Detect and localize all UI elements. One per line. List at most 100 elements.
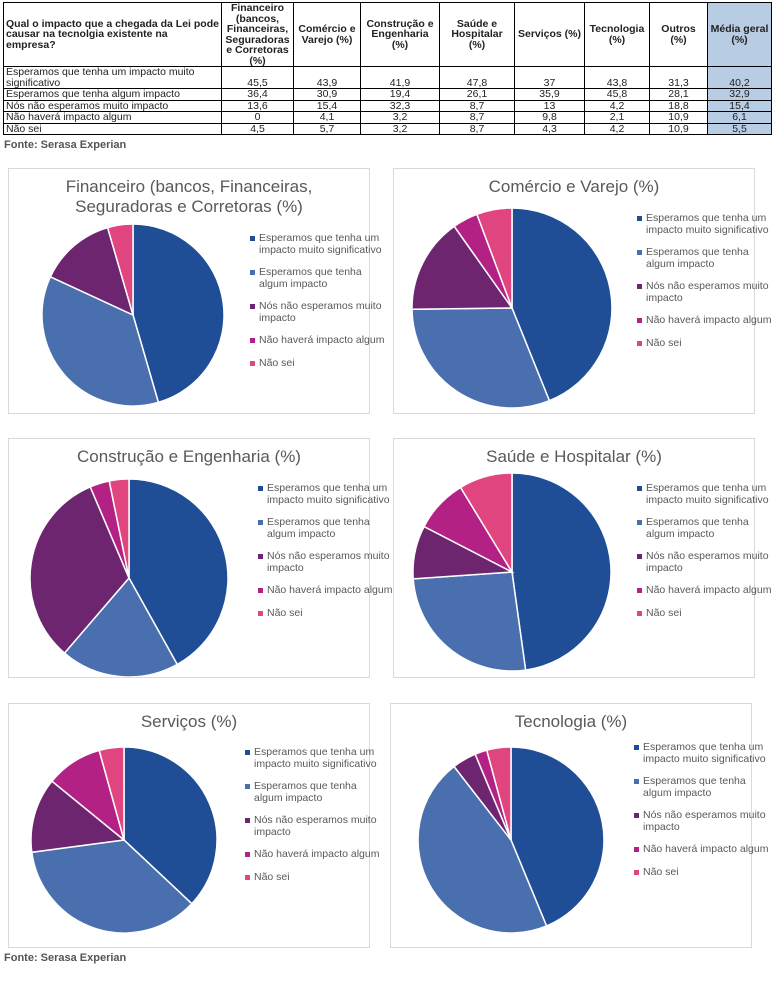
table-cell: 43,9 xyxy=(293,66,361,89)
legend-label: Nós não esperamos muito impacto xyxy=(646,280,769,304)
table-row-label: Não sei xyxy=(3,122,222,135)
legend-swatch xyxy=(634,745,639,750)
table-cell: 13,6 xyxy=(221,99,294,112)
legend-item: Não sei xyxy=(631,866,771,879)
legend-swatch xyxy=(250,304,255,309)
legend-label: Não sei xyxy=(646,336,682,349)
table-cell: 32,3 xyxy=(360,99,440,112)
pie-slice xyxy=(49,226,135,317)
legend-swatch xyxy=(250,338,255,343)
pie-svg xyxy=(41,223,225,407)
legend-item: Esperamos que tenha algum impacto xyxy=(634,246,774,270)
legend-label: Nós não esperamos muito impacto xyxy=(267,550,390,574)
pie-slice xyxy=(29,485,130,655)
legend-label: Nós não esperamos muito impacto xyxy=(259,300,382,324)
table-cell: 35,9 xyxy=(514,88,585,101)
pie-slice xyxy=(123,746,218,905)
legend-swatch xyxy=(637,284,642,289)
legend-item: Esperamos que tenha um impacto muito sig… xyxy=(634,482,774,506)
legend-item: Esperamos que tenha um impacto muito sig… xyxy=(631,741,771,765)
legend-label: Esperamos que tenha algum impacto xyxy=(254,780,357,804)
legend-item: Não sei xyxy=(247,356,387,370)
legend-item: Esperamos que tenha um impacto muito sig… xyxy=(634,212,774,236)
legend-swatch xyxy=(637,318,642,323)
table-header-tecnologia: Tecnologia (%) xyxy=(584,2,650,67)
legend-swatch xyxy=(637,216,642,221)
chart-legend: Esperamos que tenha um impacto muito sig… xyxy=(634,482,774,630)
table-header-outros: Outros (%) xyxy=(649,2,708,67)
legend-swatch xyxy=(258,588,263,593)
table-cell: 10,9 xyxy=(649,111,708,124)
pie-slice xyxy=(412,571,527,672)
legend-label: Não haverá impacto algum xyxy=(646,314,772,326)
legend-swatch xyxy=(637,554,642,559)
pie-svg xyxy=(411,207,613,409)
pie-chart-construcao: Construção e Engenharia (%) Esperamos que… xyxy=(8,438,392,678)
legend-item: Não haverá impacto algum xyxy=(255,584,395,597)
pie-slice xyxy=(128,478,229,666)
pie-chart-saude: Saúde e Hospitalar (%) Esperamos que tenh… xyxy=(393,438,771,678)
legend-swatch xyxy=(245,874,250,880)
chart-legend: Esperamos que tenha um impacto muito sig… xyxy=(242,746,382,894)
legend-swatch xyxy=(637,520,642,525)
table-row: Não haverá impacto algum 0 4,1 3,2 8,7 9,8 2,1… xyxy=(3,111,772,124)
table-cell: 3,2 xyxy=(360,111,440,124)
table-cell: 5,7 xyxy=(293,122,361,135)
table-row: Esperamos que tenha algum impacto 36,4 30,… xyxy=(3,88,772,101)
legend-item: Nós não esperamos muito impacto xyxy=(634,280,774,304)
pie-slice xyxy=(132,223,225,404)
legend-item: Nós não esperamos muito impacto xyxy=(255,550,395,574)
pie-chart-financeiro: Financeiro (bancos, Financeiras, Segurad… xyxy=(8,168,384,414)
legend-item: Não haverá impacto algum xyxy=(247,334,387,347)
table-header-construcao: Construção e Engenharia (%) xyxy=(360,2,440,67)
legend-label: Não sei xyxy=(646,606,682,619)
table-cell: 37 xyxy=(514,66,585,89)
table-cell: 18,8 xyxy=(649,99,708,112)
legend-label: Não haverá impacto algum xyxy=(267,584,393,596)
legend-swatch xyxy=(258,554,263,559)
legend-label: Não sei xyxy=(267,606,303,619)
table-cell: 4,2 xyxy=(584,122,650,135)
legend-item: Esperamos que tenha algum impacto xyxy=(634,516,774,540)
table-row-label: Esperamos que tenha algum impacto xyxy=(3,88,222,101)
legend-label: Esperamos que tenha algum impacto xyxy=(646,246,749,270)
table-cell: 28,1 xyxy=(649,88,708,101)
table-cell: 4,2 xyxy=(584,99,650,112)
legend-swatch xyxy=(245,852,250,857)
pie-svg xyxy=(417,746,605,934)
legend-label: Esperamos que tenha um impacto muito sig… xyxy=(643,741,766,765)
survey-table: Qual o impacto que a chegada da Lei pode… xyxy=(3,2,772,135)
pie-slice xyxy=(411,225,514,311)
table-header-question: Qual o impacto que a chegada da Lei pode… xyxy=(3,2,222,67)
legend-swatch xyxy=(258,520,263,525)
legend-swatch xyxy=(245,750,250,755)
legend-label: Não sei xyxy=(259,356,295,369)
table-cell: 3,2 xyxy=(360,122,440,135)
table-header-comercio: Comércio e Varejo (%) xyxy=(293,2,361,67)
table-row-label: Não haverá impacto algum xyxy=(3,111,222,124)
chart-legend: Esperamos que tenha um impacto muito sig… xyxy=(247,232,387,380)
chart-title: Comércio e Varejo (%) xyxy=(488,177,660,196)
legend-swatch xyxy=(634,847,639,852)
legend-swatch xyxy=(250,360,255,366)
pie-slice xyxy=(106,223,134,316)
chart-legend: Esperamos que tenha um impacto muito sig… xyxy=(631,741,771,889)
table-row: Não sei 4,5 5,7 3,2 8,7 4,3 4,2 10,9 5,5 xyxy=(3,122,772,135)
table-cell: 30,9 xyxy=(293,88,361,101)
chart-legend: Esperamos que tenha um impacto muito sig… xyxy=(255,482,395,630)
table-row-label: Esperamos que tenha um impacto muito sig… xyxy=(3,66,222,89)
legend-label: Esperamos que tenha um impacto muito sig… xyxy=(646,482,769,506)
table-cell: 26,1 xyxy=(439,88,515,101)
chart-title: Saúde e Hospitalar (%) xyxy=(486,447,662,466)
pie-slice xyxy=(108,478,130,579)
table-cell: 4,1 xyxy=(293,111,361,124)
legend-label: Nós não esperamos muito impacto xyxy=(254,814,377,838)
legend-label: Esperamos que tenha algum impacto xyxy=(259,266,362,290)
table-header-servicos: Serviços (%) xyxy=(514,2,585,67)
legend-item: Não haverá impacto algum xyxy=(242,848,382,861)
legend-label: Esperamos que tenha um impacto muito sig… xyxy=(259,232,382,256)
pie-slice xyxy=(98,746,125,841)
legend-item: Esperamos que tenha algum impacto xyxy=(242,780,382,804)
legend-item: Nós não esperamos muito impacto xyxy=(634,550,774,574)
pie-slice xyxy=(475,207,513,309)
